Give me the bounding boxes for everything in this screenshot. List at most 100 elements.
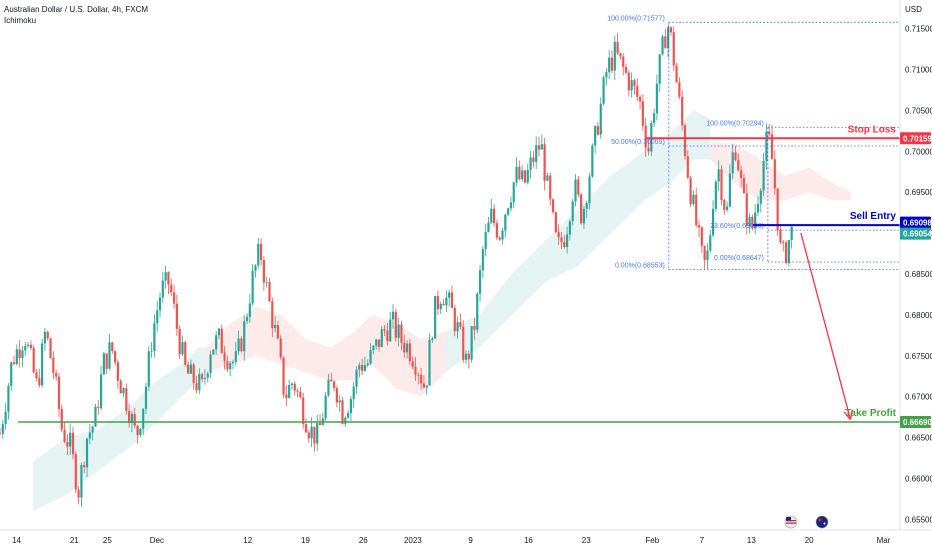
candle	[706, 243, 709, 270]
candle-body	[71, 432, 75, 455]
candle	[304, 418, 308, 434]
candle-body	[383, 329, 386, 331]
candle	[358, 362, 361, 378]
candle	[80, 462, 83, 507]
candle	[675, 62, 678, 83]
x-tick-label: 21	[70, 536, 79, 545]
candle	[655, 74, 659, 121]
y-tick-label: 0.69500	[905, 188, 932, 197]
candle-body	[414, 366, 417, 375]
candle	[15, 344, 18, 366]
candle	[201, 372, 204, 383]
candle	[723, 198, 726, 215]
candle	[91, 425, 94, 441]
candle-body	[271, 301, 274, 329]
candle	[400, 320, 403, 351]
candle-body	[349, 399, 353, 414]
candle	[790, 226, 793, 249]
candle	[711, 200, 715, 238]
candle-body	[156, 310, 159, 324]
y-tick-label: 0.67000	[905, 393, 932, 402]
candle	[1, 419, 4, 439]
candle	[257, 237, 260, 269]
currency-label: USD	[905, 5, 922, 14]
candle	[122, 387, 125, 398]
fib-level-label: 100.00%(0.71577)	[607, 15, 665, 22]
candle	[563, 234, 566, 249]
candle	[217, 327, 221, 340]
x-tick-label: 12	[243, 536, 252, 545]
candle	[85, 437, 89, 477]
candle-body	[344, 417, 347, 424]
candle	[504, 213, 507, 238]
candle	[161, 271, 164, 303]
candle	[111, 341, 114, 354]
candle	[172, 284, 176, 309]
candle-body	[664, 36, 667, 49]
candle	[462, 320, 465, 363]
candle-body	[563, 242, 566, 247]
candle-body	[515, 166, 518, 183]
candle-body	[175, 303, 178, 329]
candle-body	[557, 232, 560, 238]
us-flag-icon[interactable]	[784, 515, 798, 529]
candle-body	[501, 230, 504, 240]
candle-body	[285, 394, 288, 398]
trade-levels: Stop Loss Sell Entry Take Profit	[18, 124, 900, 423]
candle-body	[450, 292, 454, 308]
candle-body	[46, 331, 49, 339]
candle-body	[122, 388, 125, 394]
candle	[347, 409, 350, 419]
candle-body	[69, 432, 72, 447]
candle-body	[136, 425, 139, 435]
candle-body	[711, 208, 715, 236]
candle	[394, 308, 397, 342]
candle-body	[492, 208, 496, 224]
candle-body	[529, 157, 532, 170]
candle-body	[195, 383, 198, 391]
candle-body	[153, 323, 156, 351]
candle	[83, 461, 86, 473]
candle	[742, 173, 746, 194]
candle-body	[521, 170, 524, 180]
arrow-head	[849, 409, 853, 420]
candle-body	[203, 377, 207, 380]
candle-body	[574, 179, 577, 202]
candle	[577, 175, 580, 198]
candle-body	[302, 397, 305, 425]
candle	[10, 361, 13, 391]
candle	[389, 311, 392, 343]
candle-body	[717, 169, 720, 182]
candle	[602, 75, 605, 106]
candle	[231, 359, 235, 370]
candle-body	[754, 212, 757, 229]
candle	[254, 264, 257, 278]
candle-body	[324, 395, 327, 419]
candle	[681, 90, 684, 131]
candle-body	[4, 411, 7, 424]
au-flag-icon[interactable]	[815, 515, 829, 529]
candle-body	[63, 429, 66, 442]
candle	[417, 372, 420, 385]
arrow-shaft	[800, 232, 852, 420]
candle	[248, 294, 251, 323]
candle	[537, 136, 541, 157]
down-arrow	[800, 232, 853, 421]
candle-body	[745, 193, 748, 226]
y-tick-label: 0.67500	[905, 352, 932, 361]
stop-loss-price-tag-bg	[900, 132, 931, 145]
x-tick-label: 23	[582, 536, 591, 545]
candle-body	[355, 369, 358, 387]
candle	[288, 379, 291, 399]
candle	[366, 359, 369, 368]
candle-body	[535, 145, 538, 162]
candle	[467, 350, 470, 369]
candle	[383, 324, 386, 337]
candle-body	[304, 424, 308, 433]
candle	[540, 134, 543, 150]
candle-body	[77, 489, 80, 498]
candle-body	[773, 159, 776, 189]
candle-body	[756, 203, 760, 213]
candle-body	[425, 385, 428, 388]
